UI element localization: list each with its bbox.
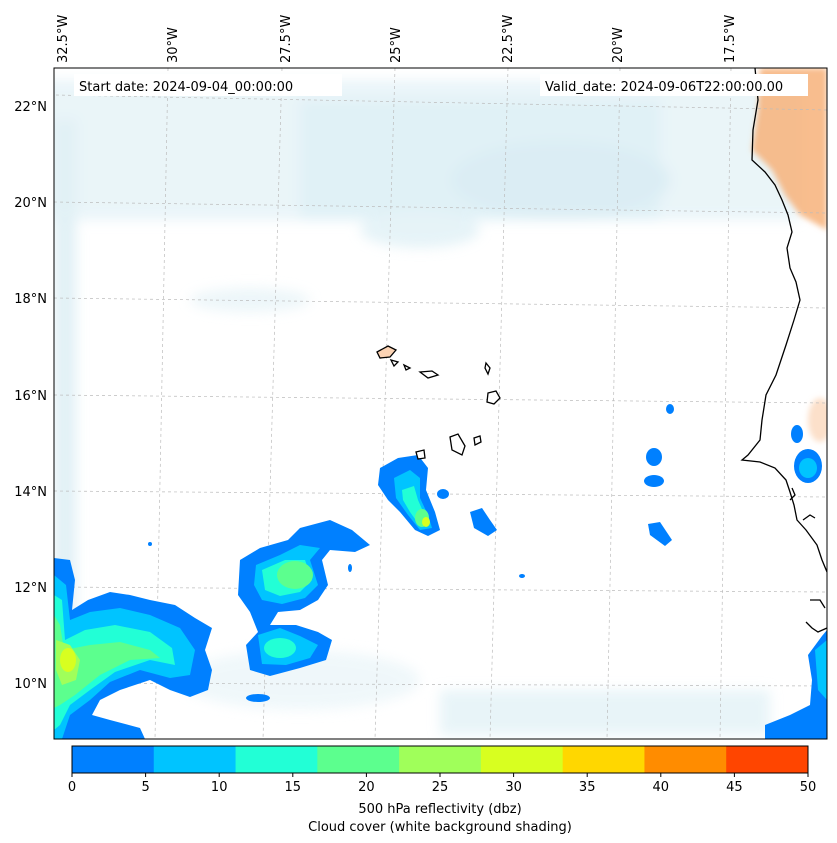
- map-frame: [53, 67, 828, 740]
- coastlines: [740, 68, 827, 633]
- colorbar-ticks: 0 5 10 15 20 25 30 35 40 45 50: [68, 773, 816, 795]
- colorbar-segment: [235, 746, 318, 773]
- lon-label: 32.5°W: [56, 15, 71, 63]
- lat-label: 22°N: [14, 100, 47, 115]
- africa-land-shading: [752, 68, 827, 442]
- colorbar-tick-label: 20: [358, 780, 375, 795]
- lon-label: 25°W: [389, 27, 404, 63]
- colorbar-tick-label: 15: [285, 780, 302, 795]
- longitude-labels: 32.5°W 30°W 27.5°W 25°W 22.5°W 20°W 17.5…: [56, 15, 738, 63]
- lon-label: 27.5°W: [279, 15, 294, 63]
- lat-label: 18°N: [14, 292, 47, 307]
- lat-label: 16°N: [14, 389, 47, 404]
- lat-label: 12°N: [14, 581, 47, 596]
- lat-label: 10°N: [14, 677, 47, 692]
- colorbar-segment: [72, 746, 155, 773]
- colorbar-tick-label: 25: [432, 780, 449, 795]
- colorbar-tick-label: 50: [800, 780, 817, 795]
- colorbar-segment: [562, 746, 645, 773]
- colorbar-tick-label: 10: [211, 780, 228, 795]
- colorbar-tick-label: 40: [653, 780, 670, 795]
- colorbar: 0 5 10 15 20 25 30 35 40 45 50 500 hPa reflectivit…: [68, 745, 816, 835]
- lat-label: 20°N: [14, 196, 47, 211]
- colorbar-sublabel: Cloud cover (white background shading): [308, 820, 572, 835]
- colorbar-tick-label: 45: [726, 780, 743, 795]
- reflectivity-shading: [54, 404, 827, 739]
- start-date-text: Start date: 2024-09-04_00:00:00: [79, 80, 293, 95]
- lon-label: 22.5°W: [501, 15, 516, 63]
- colorbar-segment: [726, 746, 809, 773]
- colorbar-tick-label: 35: [579, 780, 596, 795]
- map-content: [54, 68, 827, 739]
- colorbar-label: 500 hPa reflectivity (dbz): [358, 802, 521, 817]
- header-dates: Start date: 2024-09-04_00:00:00 Valid_da…: [74, 74, 808, 96]
- valid-date-text: Valid_date: 2024-09-06T22:00:00.00: [545, 80, 783, 95]
- colorbar-segment: [480, 746, 564, 773]
- lon-label: 17.5°W: [723, 15, 738, 63]
- lat-label: 14°N: [14, 485, 47, 500]
- colorbar-segment: [317, 746, 400, 773]
- colorbar-segments: [72, 746, 809, 773]
- colorbar-tick-label: 30: [505, 780, 522, 795]
- cape-verde-islands: [376, 345, 501, 460]
- latitude-labels: 22°N 20°N 18°N 16°N 14°N 12°N 10°N: [14, 100, 47, 692]
- lon-label: 20°W: [611, 27, 626, 63]
- colorbar-tick-label: 5: [141, 780, 149, 795]
- colorbar-segment: [153, 746, 237, 773]
- colorbar-segment: [644, 746, 727, 773]
- lon-label: 30°W: [166, 27, 181, 63]
- colorbar-segment: [399, 746, 482, 773]
- colorbar-tick-label: 0: [68, 780, 76, 795]
